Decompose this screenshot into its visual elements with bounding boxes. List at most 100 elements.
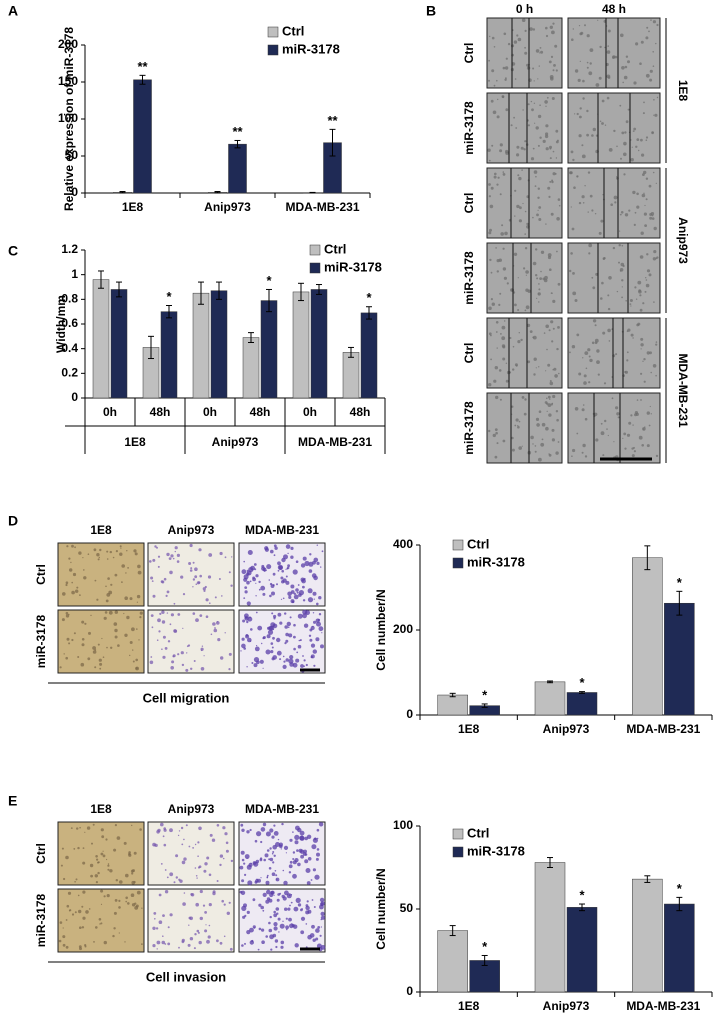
cell	[181, 663, 185, 667]
cell	[607, 328, 611, 333]
cell	[495, 395, 499, 400]
cell	[203, 655, 205, 657]
cell	[547, 403, 552, 407]
cell	[258, 927, 262, 931]
cell	[97, 558, 100, 561]
y-tick-label: 50	[65, 148, 79, 162]
cell	[606, 428, 608, 430]
cell	[552, 172, 556, 176]
cell	[272, 851, 275, 853]
cell	[253, 657, 260, 663]
cell	[278, 842, 283, 847]
cell	[101, 835, 105, 839]
cell	[649, 69, 653, 73]
bar	[437, 694, 468, 716]
legend-label: miR-3178	[324, 259, 382, 274]
cell	[287, 907, 291, 911]
cell	[266, 634, 271, 639]
cell	[641, 153, 645, 157]
cell	[630, 158, 634, 162]
cell	[206, 856, 210, 860]
cell	[75, 878, 78, 881]
cell	[112, 934, 115, 938]
cell	[269, 828, 274, 833]
micrograph	[57, 542, 145, 607]
micrograph	[147, 821, 235, 886]
cell	[156, 546, 158, 549]
cell	[492, 110, 497, 115]
cell	[632, 190, 636, 195]
cell	[261, 642, 263, 645]
cell	[511, 436, 514, 440]
cell	[532, 67, 535, 70]
cell	[311, 924, 315, 929]
bar	[632, 878, 663, 993]
cell	[639, 62, 642, 65]
cell	[320, 915, 325, 920]
panel-label: E	[8, 793, 17, 809]
cell	[162, 835, 165, 838]
cell	[182, 593, 186, 596]
cell	[271, 591, 275, 596]
cell	[629, 303, 632, 305]
cell	[614, 201, 617, 204]
cell	[305, 923, 308, 925]
cell	[114, 573, 118, 577]
cell	[318, 596, 322, 600]
cell	[640, 343, 644, 347]
cell	[601, 281, 604, 285]
cell	[554, 173, 557, 175]
cell	[124, 941, 126, 943]
cell	[621, 286, 623, 288]
cell	[99, 667, 102, 670]
cell	[223, 935, 226, 938]
cell	[652, 364, 657, 368]
cell	[216, 880, 219, 882]
cell	[153, 844, 156, 847]
cell	[652, 20, 657, 24]
cell	[125, 873, 129, 878]
cell	[113, 848, 117, 852]
cell	[260, 840, 263, 844]
cell	[287, 591, 292, 597]
cell	[546, 348, 548, 351]
cell	[496, 270, 499, 273]
cell	[96, 553, 100, 557]
cell	[164, 647, 168, 650]
cell	[241, 637, 245, 641]
cell	[521, 169, 523, 171]
cell	[570, 252, 573, 255]
micrograph	[147, 609, 235, 674]
cell	[82, 890, 86, 894]
cell	[251, 662, 254, 664]
cell	[173, 602, 176, 605]
cell	[625, 300, 627, 302]
cell	[307, 597, 314, 603]
cell	[192, 578, 196, 581]
cell	[284, 907, 288, 911]
cell	[81, 638, 85, 641]
cell	[115, 550, 118, 553]
cell	[79, 594, 81, 596]
cell	[488, 429, 491, 433]
cell	[102, 850, 104, 852]
cell	[88, 908, 91, 910]
cell	[540, 270, 542, 273]
cell	[218, 578, 221, 580]
cell	[641, 193, 646, 198]
cell	[222, 857, 225, 860]
cell	[624, 65, 628, 69]
cell	[524, 398, 527, 401]
cell	[502, 247, 505, 250]
cell	[305, 904, 309, 907]
cell	[210, 633, 213, 636]
cell	[255, 595, 257, 597]
cell	[556, 418, 559, 422]
cell	[612, 246, 616, 250]
cell	[538, 218, 542, 221]
group-label: 1E8	[124, 435, 146, 449]
cell	[104, 611, 108, 614]
cell	[504, 78, 507, 82]
cell	[187, 644, 191, 647]
cell	[91, 842, 93, 845]
